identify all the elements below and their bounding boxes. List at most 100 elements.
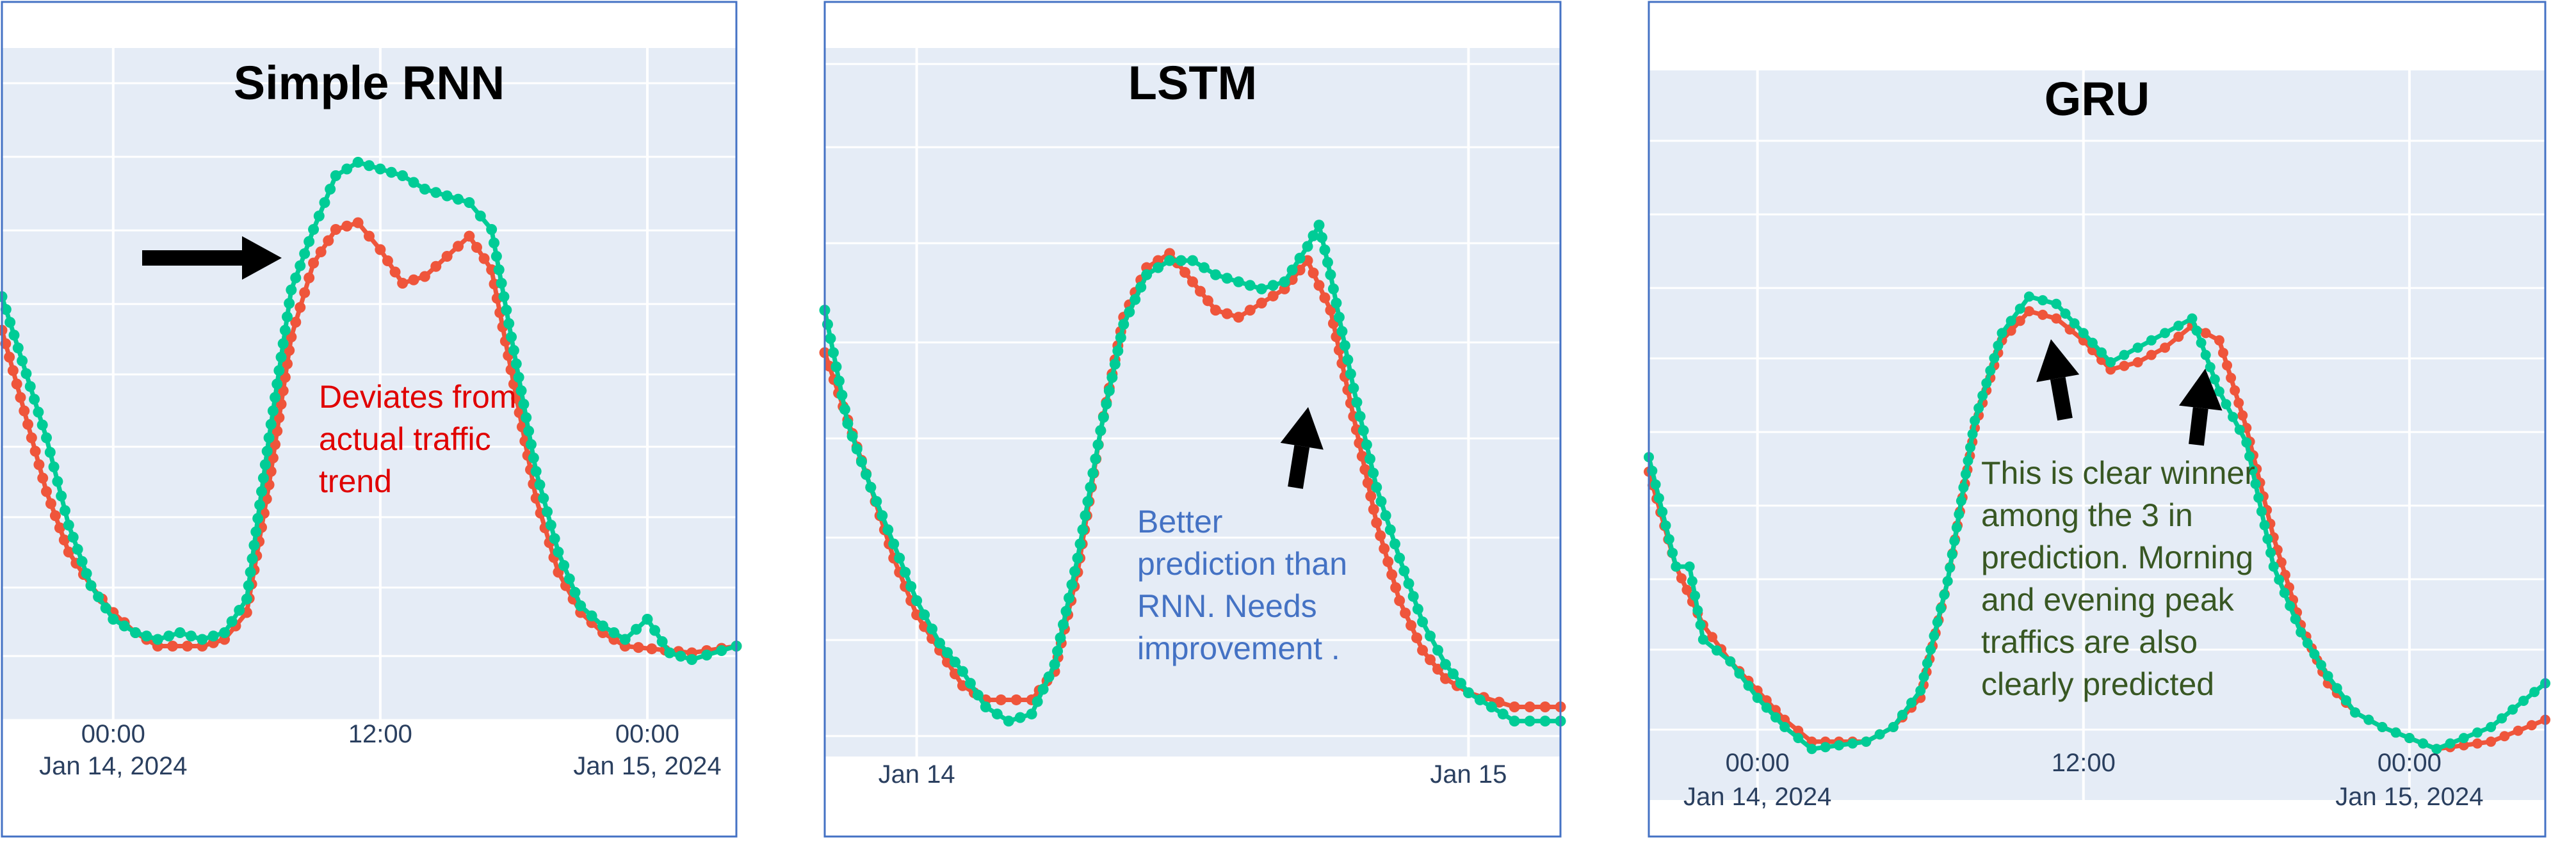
predicted-data-point xyxy=(308,224,320,235)
x-tick-label: 00:00 xyxy=(615,720,679,748)
plot-background xyxy=(825,48,1560,757)
actual-data-point xyxy=(352,217,364,228)
predicted-data-point xyxy=(927,623,938,635)
predicted-data-point xyxy=(118,620,130,632)
predicted-data-point xyxy=(1462,687,1474,698)
actual-data-point xyxy=(408,274,419,285)
chart-title: Simple RNN xyxy=(234,56,505,109)
predicted-data-point xyxy=(284,298,295,309)
predicted-data-point xyxy=(299,248,311,259)
predicted-data-point xyxy=(836,389,848,401)
predicted-data-point xyxy=(1348,382,1359,394)
predicted-data-point xyxy=(1302,241,1313,252)
predicted-data-point xyxy=(1752,693,1763,703)
predicted-data-point xyxy=(226,616,238,627)
actual-data-point xyxy=(63,547,74,557)
predicted-data-point xyxy=(453,193,464,205)
predicted-data-point xyxy=(1697,634,1708,645)
predicted-data-point xyxy=(419,184,430,195)
predicted-data-point xyxy=(1380,510,1391,522)
predicted-data-point xyxy=(2268,561,2279,572)
predicted-data-point xyxy=(2253,492,2264,503)
predicted-data-point xyxy=(2445,738,2456,749)
predicted-data-point xyxy=(1176,255,1187,266)
actual-data-point xyxy=(45,498,56,509)
actual-data-point xyxy=(2200,328,2211,339)
rnn-annotation-line: trend xyxy=(319,463,392,499)
actual-data-point xyxy=(1294,264,1306,276)
predicted-data-point xyxy=(905,581,917,592)
predicted-data-point xyxy=(1364,453,1375,465)
predicted-data-point xyxy=(1087,467,1099,479)
predicted-data-point xyxy=(523,426,535,437)
x-tick-label: 00:00 xyxy=(2378,749,2442,777)
predicted-data-point xyxy=(1650,479,1661,490)
predicted-data-point xyxy=(1331,298,1342,309)
predicted-data-point xyxy=(2265,547,2276,558)
predicted-data-point xyxy=(833,375,845,387)
predicted-data-point xyxy=(1256,283,1267,294)
predicted-data-point xyxy=(2290,614,2301,625)
predicted-data-point xyxy=(1925,644,1936,655)
actual-data-point xyxy=(41,486,53,497)
predicted-data-point xyxy=(20,368,32,380)
predicted-data-point xyxy=(942,647,953,659)
gru-annotation-line: and evening peak xyxy=(1981,582,2235,618)
actual-data-point xyxy=(54,522,65,534)
predicted-data-point xyxy=(2322,671,2333,682)
predicted-data-point xyxy=(256,486,268,497)
gru-annotation-line: among the 3 in xyxy=(1981,497,2193,533)
actual-data-point xyxy=(1202,295,1213,307)
predicted-data-point xyxy=(1244,280,1256,291)
gru-annotation-line: clearly predicted xyxy=(1981,666,2214,702)
predicted-data-point xyxy=(1130,294,1141,305)
predicted-data-point xyxy=(501,305,512,316)
predicted-data-point xyxy=(1407,591,1419,602)
predicted-data-point xyxy=(2259,520,2270,531)
predicted-data-point xyxy=(2529,687,2540,698)
predicted-data-point xyxy=(263,432,275,444)
predicted-data-point xyxy=(518,399,530,410)
predicted-data-point xyxy=(1439,659,1451,670)
predicted-data-point xyxy=(1734,668,1745,679)
predicted-data-point xyxy=(839,404,850,415)
x-tick-label: Jan 15 xyxy=(1430,760,1507,789)
predicted-data-point xyxy=(270,392,281,403)
actual-data-point xyxy=(389,266,401,278)
predicted-data-point xyxy=(1351,397,1363,408)
predicted-data-point xyxy=(1985,365,1996,376)
predicted-data-point xyxy=(2234,424,2245,435)
predicted-data-point xyxy=(2274,574,2285,585)
predicted-data-point xyxy=(1956,495,1966,506)
actual-data-point xyxy=(1390,582,1402,593)
predicted-data-point xyxy=(1951,522,1962,533)
predicted-data-point xyxy=(2472,727,2483,738)
predicted-data-point xyxy=(1960,469,1971,479)
predicted-data-point xyxy=(295,260,306,271)
actual-data-point xyxy=(2513,725,2523,736)
predicted-data-point xyxy=(1432,645,1443,656)
predicted-data-point xyxy=(964,678,976,689)
predicted-data-point xyxy=(304,236,315,247)
panel-frame xyxy=(1648,1,2547,838)
predicted-data-point xyxy=(1684,561,1695,572)
predicted-data-point xyxy=(250,526,262,538)
actual-data-point xyxy=(2486,736,2497,747)
predicted-data-point xyxy=(2431,744,2442,755)
predicted-data-point xyxy=(664,647,676,659)
actual-data-point xyxy=(2160,342,2171,353)
predicted-data-point xyxy=(325,184,336,195)
predicted-data-point xyxy=(8,330,20,341)
actual-data-point xyxy=(2014,316,2025,326)
predicted-data-point xyxy=(1294,252,1306,264)
actual-data-point xyxy=(2037,309,2048,320)
actual-data-point xyxy=(1365,490,1377,502)
actual-data-point xyxy=(2237,410,2248,421)
predicted-data-point xyxy=(827,347,839,358)
predicted-data-point xyxy=(1874,729,1885,740)
x-tick-sublabel: Jan 15, 2024 xyxy=(2335,783,2483,811)
predicted-data-point xyxy=(4,317,16,328)
gru-annotation-line: traffics are also xyxy=(1981,624,2198,660)
predicted-data-point xyxy=(2037,295,2048,306)
predicted-data-point xyxy=(1210,269,1221,280)
